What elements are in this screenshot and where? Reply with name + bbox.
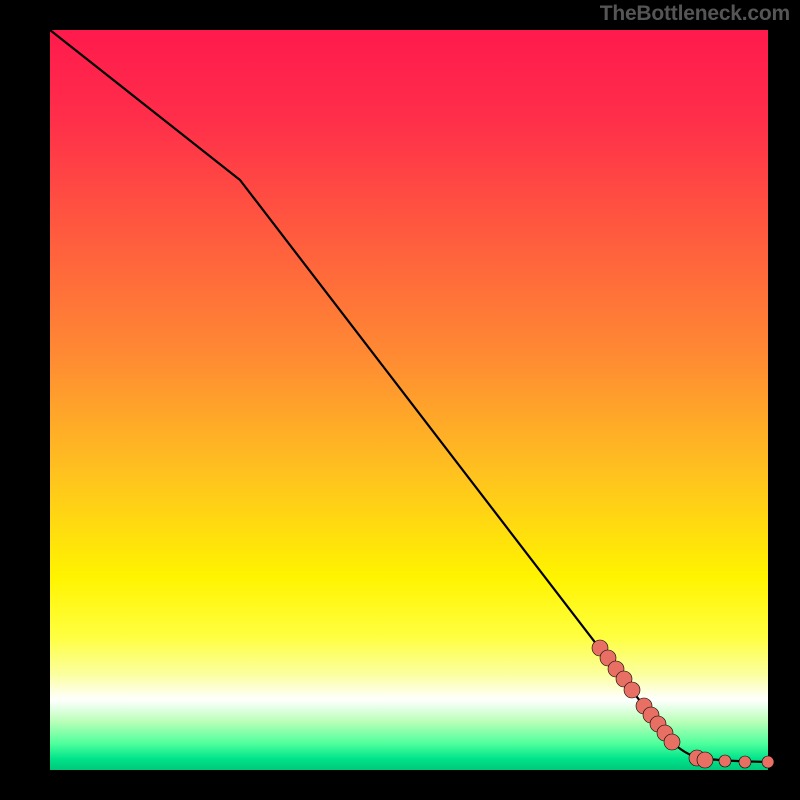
data-marker (624, 682, 640, 698)
chart-frame: TheBottleneck.com (0, 0, 800, 800)
bottleneck-chart (0, 0, 800, 800)
data-marker (697, 752, 713, 768)
data-marker (719, 755, 731, 767)
data-marker (762, 756, 774, 768)
data-marker (664, 734, 680, 750)
watermark-label: TheBottleneck.com (600, 2, 790, 26)
data-marker (739, 756, 751, 768)
